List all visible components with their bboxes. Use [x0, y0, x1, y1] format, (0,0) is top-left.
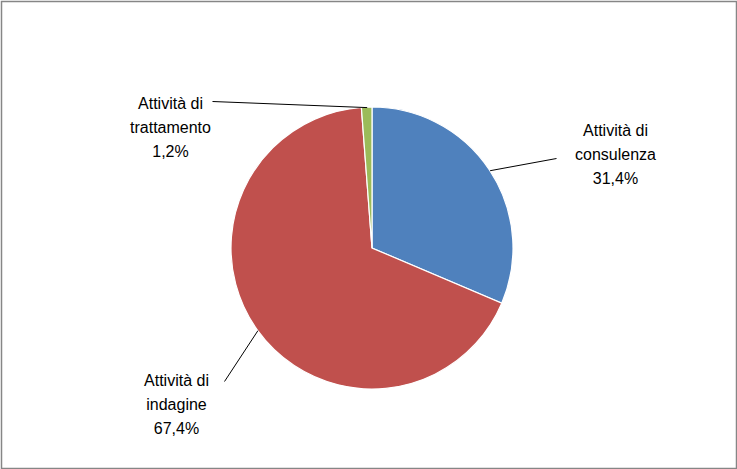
- svg-text:Attività diconsulenza31,4%: Attività diconsulenza31,4%: [575, 122, 656, 187]
- svg-text:Attività ditrattamento1,2%: Attività ditrattamento1,2%: [130, 95, 211, 160]
- svg-text:Attività diindagine67,4%: Attività diindagine67,4%: [144, 372, 209, 437]
